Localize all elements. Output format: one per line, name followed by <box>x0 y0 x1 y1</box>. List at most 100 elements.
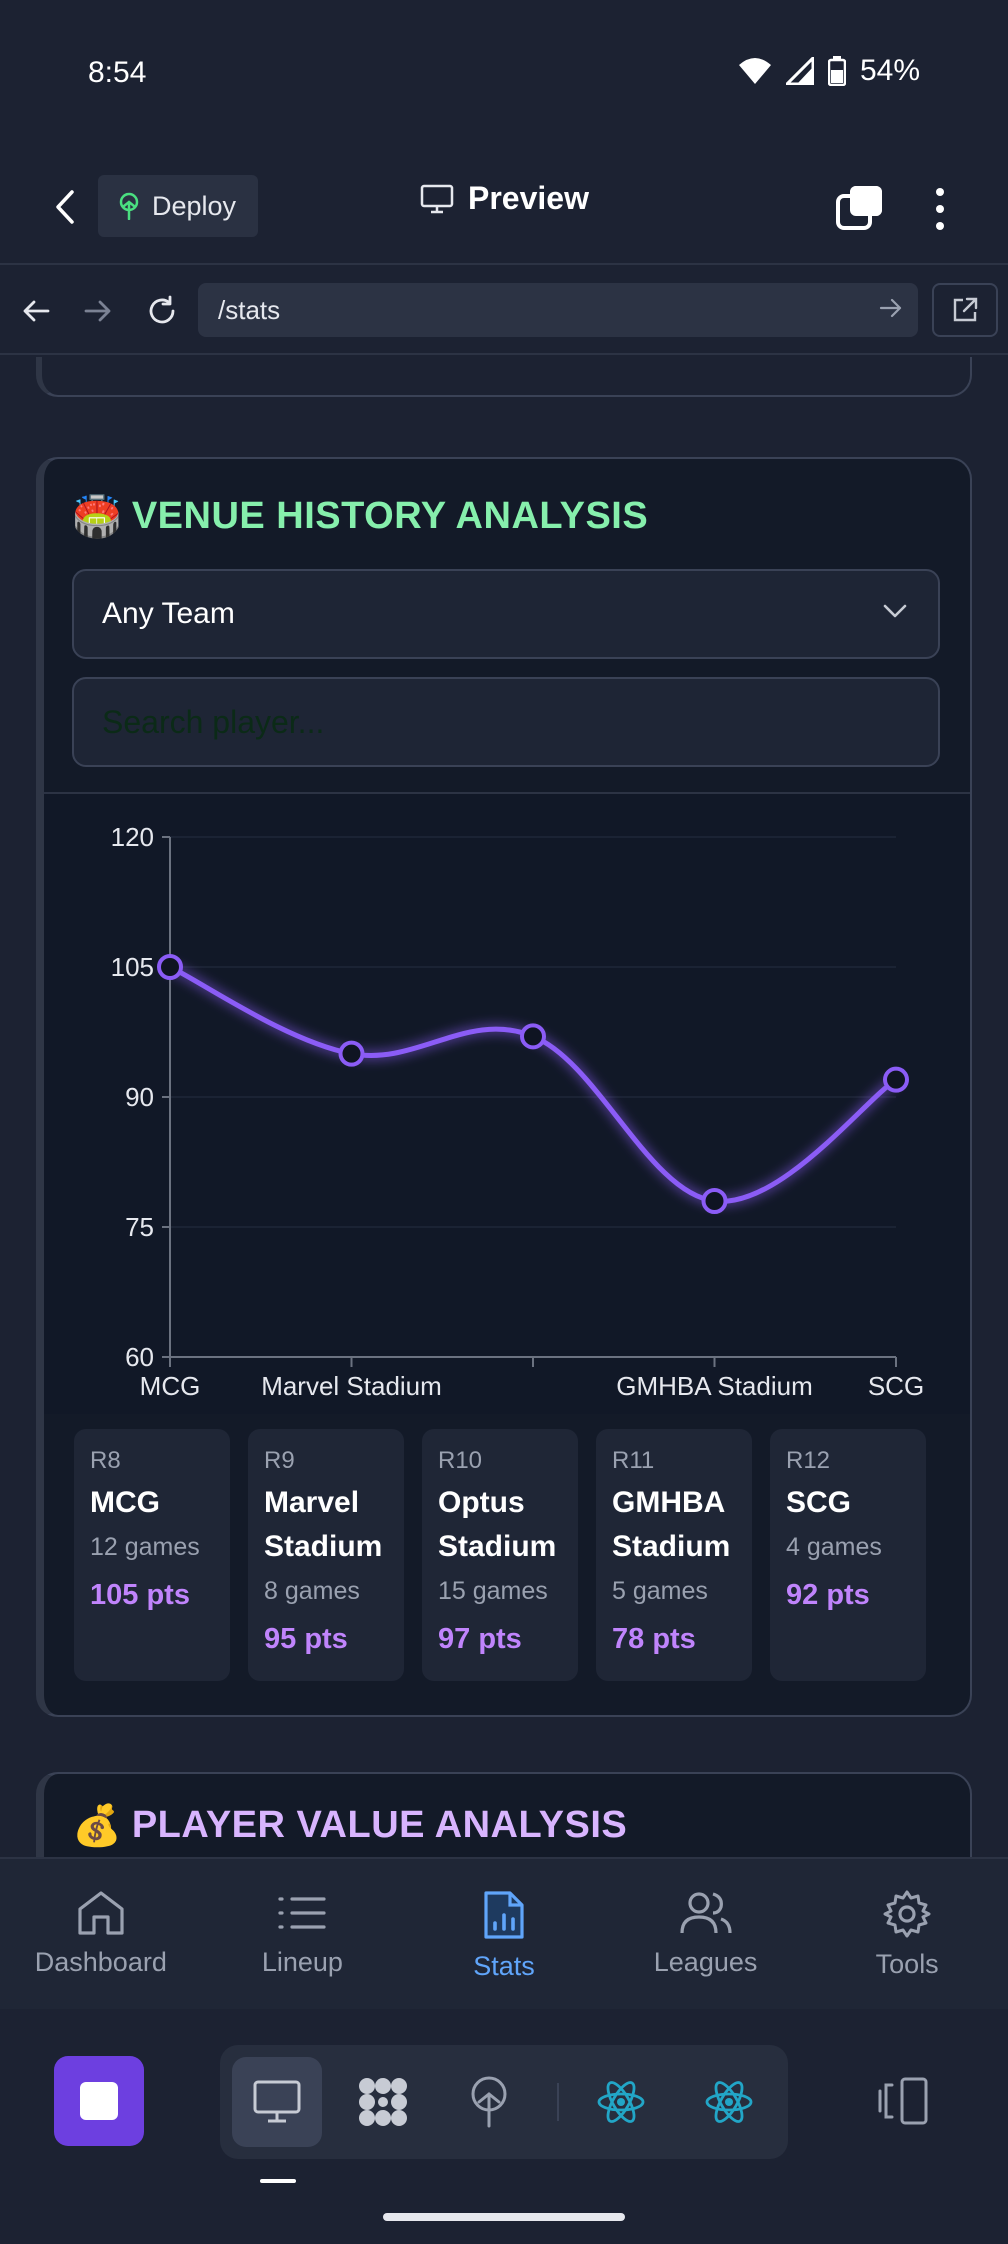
y-tick-label: 120 <box>111 822 154 852</box>
nav-label: Leagues <box>653 1947 758 1977</box>
browser-bar: /stats <box>0 267 1008 355</box>
status-bar: 8:54 54% <box>0 0 1008 150</box>
react-icon <box>705 2081 753 2123</box>
y-tick-label: 60 <box>125 1342 154 1372</box>
wifi-icon <box>738 58 771 84</box>
page-content[interactable]: 🏟️ VENUE HISTORY ANALYSIS Any Team 60 75 9… <box>0 357 1008 1857</box>
browser-forward-button[interactable] <box>74 287 122 335</box>
player-value-card: 💰 PLAYER VALUE ANALYSIS <box>36 1772 972 1857</box>
chevron-down-icon <box>883 604 907 618</box>
venue-tiles: R8 MCG 12 games 105 pts R9 Marvel Stadiu… <box>74 1429 926 1681</box>
battery-icon <box>827 56 846 86</box>
tile-round: R11 <box>612 1447 655 1474</box>
tabs-button[interactable] <box>836 184 886 234</box>
tile-round: R12 <box>786 1447 831 1474</box>
tile-venue: GMHBA Stadium <box>612 1486 731 1563</box>
player-value-title: 💰 PLAYER VALUE ANALYSIS <box>72 1802 627 1849</box>
tile-venue: SCG <box>786 1486 852 1519</box>
player-search-input[interactable] <box>72 677 940 767</box>
data-point[interactable] <box>520 1023 546 1050</box>
app-header: Deploy Preview <box>0 150 1008 265</box>
venue-history-title: 🏟️ VENUE HISTORY ANALYSIS <box>72 493 648 540</box>
stop-button[interactable] <box>54 2056 144 2146</box>
nav-leagues[interactable]: Leagues <box>605 1859 807 2009</box>
signal-icon <box>785 57 814 85</box>
nav-label: Dashboard <box>34 1947 167 1977</box>
nav-label: Tools <box>875 1949 939 1979</box>
venue-tile[interactable]: R9 Marvel Stadium 8 games 95 pts <box>248 1429 404 1681</box>
tile-venue: Optus Stadium <box>438 1486 557 1563</box>
monitor-icon <box>420 184 454 213</box>
go-arrow-icon[interactable] <box>878 295 904 321</box>
nav-label: Stats <box>473 1951 535 1981</box>
data-point[interactable] <box>338 1040 365 1067</box>
preview-tool-button[interactable] <box>232 2057 322 2147</box>
status-time: 8:54 <box>88 56 147 89</box>
react-tool-button-2[interactable] <box>684 2057 774 2147</box>
tile-points: 78 pts <box>612 1623 696 1655</box>
x-tick-label: MCG <box>140 1371 201 1401</box>
monitor-icon <box>253 2080 301 2123</box>
player-value-heading: PLAYER VALUE ANALYSIS <box>131 1804 628 1846</box>
deploy-icon <box>471 2076 507 2128</box>
back-button[interactable] <box>40 182 90 232</box>
venue-tile[interactable]: R8 MCG 12 games 105 pts <box>74 1429 230 1681</box>
tile-points: 95 pts <box>264 1623 348 1655</box>
home-icon <box>78 1891 124 1935</box>
nav-lineup[interactable]: Lineup <box>202 1859 404 2009</box>
react-tool-button[interactable] <box>576 2057 666 2147</box>
data-point[interactable] <box>157 954 183 980</box>
stats-file-icon <box>484 1891 524 1939</box>
venue-history-card: 🏟️ VENUE HISTORY ANALYSIS Any Team 60 75 9… <box>36 457 972 1717</box>
tile-round: R10 <box>438 1447 483 1474</box>
device-rotate-icon <box>878 2077 928 2125</box>
open-external-button[interactable] <box>932 283 998 337</box>
url-text: /stats <box>218 294 281 325</box>
list-icon <box>278 1897 326 1929</box>
stadium-icon: 🏟️ <box>72 495 122 539</box>
active-tool-indicator <box>260 2179 296 2183</box>
venue-history-heading: VENUE HISTORY ANALYSIS <box>131 495 649 537</box>
tile-games: 4 games <box>786 1533 882 1561</box>
nav-tools[interactable]: Tools <box>806 1859 1008 2009</box>
reload-icon <box>149 295 175 324</box>
divider <box>44 792 970 794</box>
status-icons: 54% <box>738 54 920 88</box>
browser-back-button[interactable] <box>12 287 60 335</box>
venue-tile[interactable]: R12 SCG 4 games 92 pts <box>770 1429 926 1681</box>
nav-stats[interactable]: Stats <box>403 1859 605 2009</box>
y-tick-label: 90 <box>125 1082 154 1112</box>
dot <box>936 205 944 213</box>
device-toggle-button[interactable] <box>876 2075 936 2131</box>
data-point[interactable] <box>883 1066 909 1093</box>
preview-label: Preview <box>468 180 589 216</box>
deploy-icon <box>119 192 139 220</box>
nav-label: Lineup <box>261 1947 343 1977</box>
team-select[interactable]: Any Team <box>72 569 940 659</box>
team-select-value: Any Team <box>102 597 235 630</box>
nav-dashboard[interactable]: Dashboard <box>0 1859 202 2009</box>
reload-button[interactable] <box>138 287 186 335</box>
y-tick-label: 75 <box>125 1212 154 1242</box>
url-field[interactable]: /stats <box>198 283 918 337</box>
venue-chart: 60 75 90 105 120 MCG Marvel Stadium GMHBA Stad… <box>44 794 970 1414</box>
venue-tile[interactable]: R11 GMHBA Stadium 5 games 78 pts <box>596 1429 752 1681</box>
tile-games: 8 games <box>264 1577 360 1605</box>
chevron-left-icon <box>56 190 74 224</box>
previous-card <box>36 357 972 397</box>
x-tick-label: SCG <box>868 1371 924 1401</box>
tile-points: 105 pts <box>90 1579 190 1611</box>
deploy-tool-button[interactable] <box>444 2057 534 2147</box>
data-point[interactable] <box>701 1188 728 1214</box>
deploy-label: Deploy <box>152 190 237 221</box>
users-icon <box>679 1892 732 1934</box>
tile-points: 92 pts <box>786 1579 870 1611</box>
tabs-icon <box>836 186 882 230</box>
workflow-tool-button[interactable] <box>338 2057 428 2147</box>
arrow-right-icon <box>84 300 111 322</box>
more-options-button[interactable] <box>918 184 962 234</box>
venue-tile[interactable]: R10 Optus Stadium 15 games 97 pts <box>422 1429 578 1681</box>
tile-venue: Marvel Stadium <box>264 1486 383 1563</box>
home-indicator[interactable] <box>383 2213 625 2221</box>
deploy-button[interactable]: Deploy <box>98 175 258 237</box>
